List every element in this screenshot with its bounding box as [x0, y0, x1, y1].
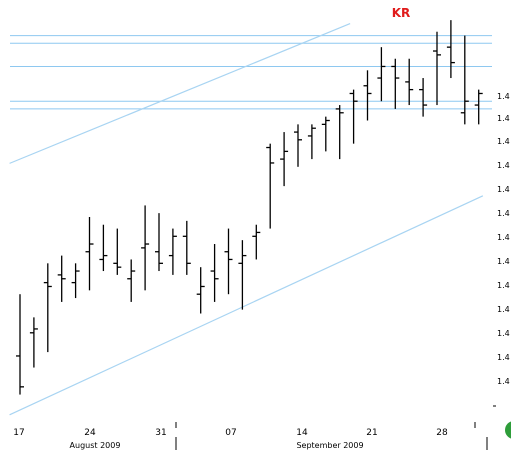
ohlc-bar: [280, 132, 289, 187]
y-tick-label: 1.4: [497, 257, 510, 266]
ohlc-bar: [210, 244, 219, 302]
ohlc-bar: [294, 124, 302, 167]
channel-line-upper: [9, 23, 351, 164]
ohlc-bar: [266, 143, 275, 229]
y-tick-label: 1.4: [497, 137, 510, 146]
ohlc-bar: [182, 220, 191, 275]
ohlc-bar: [168, 228, 177, 275]
ohlc-bar: [419, 78, 428, 117]
y-tick-label: 1.4: [497, 233, 510, 242]
ohlc-bar: [474, 89, 483, 125]
ohlc-bar: [224, 228, 233, 295]
ohlc-bar: [127, 259, 136, 302]
ohlc-bar: [335, 105, 344, 160]
x-tick-label: 31: [155, 428, 166, 438]
ohlc-bar: [321, 116, 330, 152]
x-tick-label: 14: [296, 428, 308, 438]
ohlc-bar: [57, 255, 66, 302]
x-tick-label: 21: [366, 428, 377, 438]
ohlc-bar: [391, 58, 400, 109]
ohlc-bar: [238, 240, 247, 310]
ohlc-bar: [252, 224, 261, 260]
y-tick-label: 1.4: [497, 161, 510, 170]
y-tick-label: 1.4: [497, 185, 510, 194]
month-label: September 2009: [296, 441, 363, 450]
ohlc-bar: [377, 47, 386, 102]
horizontal-levels: [10, 35, 492, 110]
channel-lines: [9, 23, 484, 416]
y-tick-label: 1.4: [497, 209, 510, 218]
ohlc-bar: [71, 263, 80, 299]
ohlc-bar: [16, 294, 24, 395]
channel-line-lower: [9, 195, 484, 416]
x-tick-label: 24: [84, 428, 96, 438]
price-bars: [16, 20, 483, 395]
y-tick-label: 1.4: [497, 92, 510, 101]
month-label: August 2009: [70, 441, 121, 450]
ohlc-bar: [29, 317, 38, 368]
y-tick-label: 1.4: [497, 329, 510, 338]
y-tick-label: 1.4: [497, 281, 510, 290]
ohlc-bar: [307, 124, 316, 160]
ohlc-bar: [405, 58, 414, 106]
ohlc-bar: [99, 224, 108, 272]
ohlc-bar: [349, 89, 358, 144]
ohlc-bar: [43, 263, 52, 353]
y-tick-label: 1.4: [497, 114, 510, 123]
ohlc-bar: [433, 31, 441, 106]
y-tick-label: 1.4: [497, 305, 510, 314]
kr-annotation: KR: [392, 6, 411, 20]
ohlc-bar: [141, 205, 150, 291]
ohlc-bar: [460, 35, 469, 125]
y-tick-label: 1.4: [497, 377, 510, 386]
ohlc-bar: [446, 20, 455, 79]
x-tick-label: 28: [436, 428, 448, 438]
x-tick-label: 07: [225, 428, 236, 438]
ohlc-bar: [196, 267, 205, 314]
ohlc-bar: [155, 213, 163, 272]
ohlc-bar: [113, 228, 122, 275]
status-indicator-icon: [505, 421, 511, 439]
x-tick-label: 17: [13, 428, 24, 438]
ohlc-bar: [363, 70, 372, 121]
ohlc-bar: [85, 217, 94, 291]
y-tick-label: 1.4: [497, 353, 510, 362]
axis-labels: 1.4 1.4 1.4 1.4 1.4 1.4 1.4 1.4 1.4 1.4 1.4 1.4 1.4 1…: [13, 92, 510, 450]
